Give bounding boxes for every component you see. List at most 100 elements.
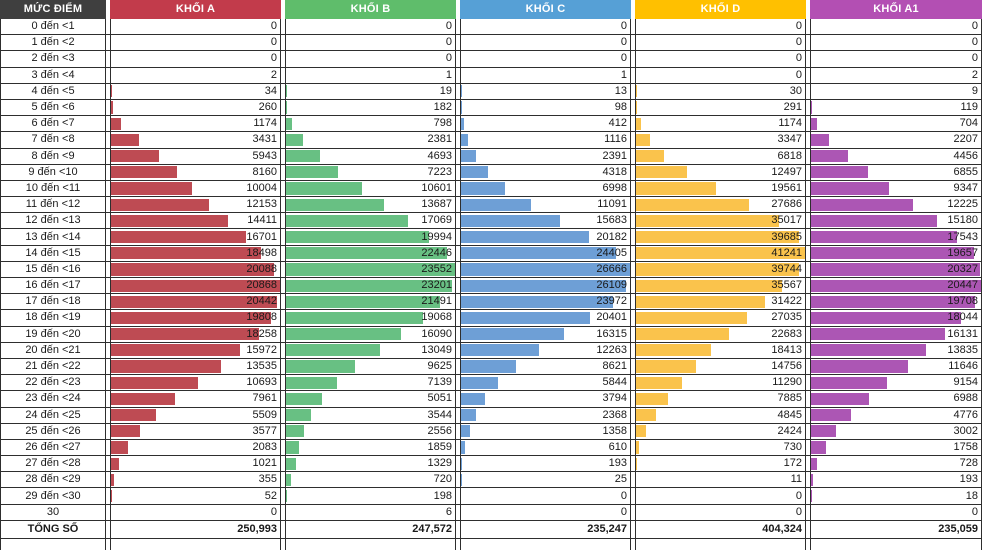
column-spacer [631, 132, 635, 148]
column-spacer [631, 439, 635, 456]
value-cell: 19994 [285, 229, 456, 245]
value-cell: 20868 [110, 278, 281, 294]
data-bar [286, 392, 323, 405]
cell-value: 1174 [778, 117, 802, 130]
cell-value: 20327 [947, 262, 978, 275]
value-cell: 13 [460, 83, 631, 99]
cell-value: 0 [270, 36, 277, 49]
data-bar [286, 376, 338, 389]
column-spacer [456, 326, 460, 342]
score-label-cell: 22 đến <23 [0, 375, 106, 391]
data-bar [811, 182, 889, 195]
column-spacer [281, 35, 285, 51]
value-cell: 2 [110, 67, 281, 83]
data-bar [111, 101, 114, 114]
score-row: 6 đến <7 1174 798 412 1174 704 [0, 116, 982, 133]
column-spacer [456, 472, 460, 488]
column-spacer [106, 488, 110, 504]
score-label-cell: 13 đến <14 [0, 229, 106, 245]
cell-value: 52 [264, 489, 277, 502]
cell-value: 0 [445, 52, 452, 65]
value-cell: 4693 [285, 148, 456, 164]
value-cell: 0 [810, 19, 982, 35]
data-bar [636, 101, 638, 114]
empty-cell [460, 538, 631, 550]
cell-value: 0 [620, 20, 627, 33]
column-spacer [281, 245, 285, 261]
data-bar [811, 230, 957, 244]
column-spacer [631, 51, 635, 67]
cell-value: 182 [433, 101, 452, 114]
data-bar [461, 457, 463, 470]
value-cell: 7139 [285, 375, 456, 391]
value-cell: 2083 [110, 439, 281, 456]
column-spacer [456, 148, 460, 164]
data-bar [811, 425, 836, 438]
value-cell: 1758 [810, 439, 982, 456]
cell-value: 3431 [252, 133, 277, 146]
empty-cell [635, 538, 806, 550]
column-spacer [106, 19, 110, 35]
column-spacer [631, 116, 635, 132]
cell-value: 12263 [596, 343, 627, 356]
score-row: 13 đến <14 16701 19994 20182 39685 17543 [0, 229, 982, 246]
data-bar [636, 166, 688, 179]
column-header-khoi-a1: KHỐI A1 [810, 0, 982, 19]
data-bar [461, 247, 616, 260]
column-spacer [281, 19, 285, 35]
column-spacer [106, 0, 110, 19]
column-spacer [106, 148, 110, 164]
data-bar [636, 214, 780, 227]
data-bar [461, 279, 627, 292]
value-cell: 7961 [110, 391, 281, 407]
value-cell: 5844 [460, 375, 631, 391]
value-cell: 20088 [110, 261, 281, 277]
score-label-cell: 16 đến <17 [0, 278, 106, 294]
value-cell: 12497 [635, 164, 806, 180]
value-cell: 20182 [460, 229, 631, 245]
score-row: 8 đến <9 5943 4693 2391 6818 4456 [0, 148, 982, 165]
cell-value: 0 [270, 52, 277, 65]
total-value-cell: 235,059 [810, 520, 982, 538]
value-cell: 1174 [110, 116, 281, 132]
cell-value: 13 [614, 84, 627, 97]
cell-value: 34 [264, 84, 277, 97]
data-bar [286, 230, 430, 244]
value-cell: 9154 [810, 375, 982, 391]
score-label-cell: 20 đến <21 [0, 342, 106, 358]
value-cell: 17543 [810, 229, 982, 245]
column-spacer [631, 310, 635, 326]
cell-value: 193 [959, 473, 978, 486]
score-row: 10 đến <11 10004 10601 6998 19561 9347 [0, 180, 982, 198]
column-spacer [281, 0, 285, 19]
column-spacer [106, 164, 110, 180]
column-spacer [281, 391, 285, 407]
value-cell: 19 [285, 83, 456, 99]
column-spacer [631, 35, 635, 51]
cell-value: 704 [959, 117, 978, 130]
empty-cell [285, 538, 456, 550]
cell-value: 728 [959, 457, 978, 470]
value-cell: 728 [810, 456, 982, 472]
cell-value: 12225 [947, 198, 978, 211]
column-spacer [281, 326, 285, 342]
cell-value: 355 [258, 473, 277, 486]
cell-value: 5943 [252, 149, 277, 162]
column-spacer [456, 520, 460, 538]
cell-value: 22683 [771, 327, 802, 340]
cell-value: 0 [795, 505, 802, 518]
cell-value: 8621 [602, 360, 627, 373]
data-bar [461, 198, 532, 211]
score-label-cell: 1 đến <2 [0, 35, 106, 51]
data-bar [461, 360, 516, 373]
value-cell: 3794 [460, 391, 631, 407]
column-spacer [106, 391, 110, 407]
column-spacer [106, 261, 110, 277]
column-spacer [806, 67, 810, 83]
total-value-cell: 404,324 [635, 520, 806, 538]
value-cell: 14756 [635, 358, 806, 375]
cell-value: 24405 [596, 246, 627, 259]
score-label-cell: 2 đến <3 [0, 51, 106, 67]
column-spacer [806, 197, 810, 213]
cell-value: 39744 [771, 262, 802, 275]
